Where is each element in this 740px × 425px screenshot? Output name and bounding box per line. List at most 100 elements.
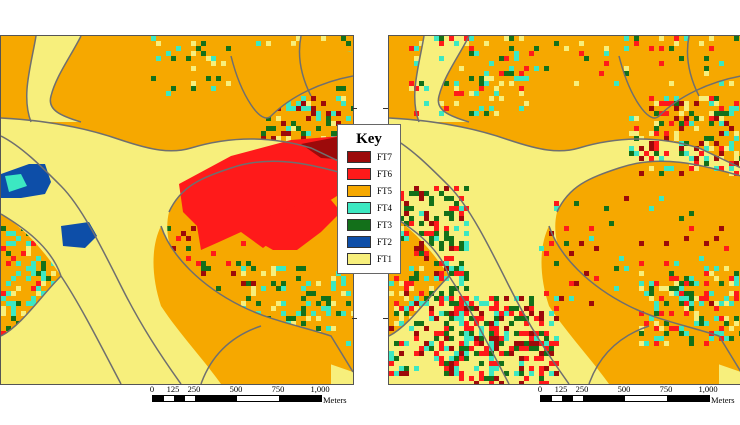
map-cell [424,301,429,306]
map-cell [509,346,514,351]
map-cell [276,286,281,291]
map-cell [534,66,539,71]
map-cell [539,371,544,376]
map-cell [479,81,484,86]
map-cell [341,96,346,101]
map-cell [499,361,504,366]
map-cell [434,336,439,341]
map-cell [579,51,584,56]
map-cell [414,46,419,51]
map-cell [714,96,719,101]
map-cell [634,36,639,41]
map-cell [714,111,719,116]
map-cell [444,351,449,356]
map-cell [454,271,459,276]
map-cell [191,81,196,86]
map-cell [709,271,714,276]
map-cell [439,231,444,236]
map-cell [191,226,196,231]
map-cell [519,296,524,301]
map-cell [316,111,321,116]
map-cell [664,96,669,101]
map-cell [186,256,191,261]
map-cell [624,66,629,71]
map-cell [414,366,419,371]
map-cell [714,156,719,161]
map-cell [489,381,494,384]
map-cell [459,41,464,46]
map-cell [346,341,351,346]
map-cell [454,81,459,86]
map-cell [494,376,499,381]
map-cell [191,51,196,56]
map-cell [424,231,429,236]
map-cell [479,331,484,336]
map-cell [464,241,469,246]
map-cell [454,371,459,376]
left-map-panel [0,35,354,385]
map-cell [41,261,46,266]
map-cell [459,311,464,316]
map-cell [454,91,459,96]
scale-bar-graphic [152,395,322,402]
map-cell [709,146,714,151]
map-cell [211,56,216,61]
map-cell [286,101,291,106]
map-cell [589,236,594,241]
map-cell [494,326,499,331]
map-cell [524,306,529,311]
map-cell [729,81,734,86]
map-cell [286,316,291,321]
map-cell [504,71,509,76]
map-cell [444,211,449,216]
map-cell [464,361,469,366]
map-cell [311,106,316,111]
map-cell [444,346,449,351]
map-cell [399,351,404,356]
map-cell [694,161,699,166]
map-cell [519,36,524,41]
map-cell [649,96,654,101]
map-cell [11,311,16,316]
right-axis-tick [383,108,388,109]
map-cell [331,281,336,286]
map-cell [276,136,281,141]
map-cell [684,306,689,311]
map-cell [684,311,689,316]
map-cell [409,281,414,286]
map-cell [196,46,201,51]
map-cell [389,291,394,296]
map-cell [181,231,186,236]
map-cell [474,341,479,346]
map-cell [664,331,669,336]
map-cell [409,221,414,226]
map-cell [704,71,709,76]
map-cell [649,281,654,286]
map-cell [464,356,469,361]
map-cell [419,351,424,356]
map-cell [679,291,684,296]
map-cell [399,316,404,321]
map-cell [276,116,281,121]
map-cell [519,91,524,96]
map-cell [449,286,454,291]
map-cell [6,241,11,246]
map-cell [459,241,464,246]
map-cell [439,356,444,361]
map-cell [534,316,539,321]
map-cell [504,336,509,341]
map-cell [514,346,519,351]
map-cell [41,291,46,296]
map-cell [689,156,694,161]
map-cell [429,231,434,236]
map-cell [326,116,331,121]
map-cell [479,361,484,366]
map-cell [429,316,434,321]
map-cell [281,301,286,306]
map-cell [409,286,414,291]
map-cell [281,121,286,126]
map-cell [464,271,469,276]
map-cell [674,106,679,111]
map-cell [469,91,474,96]
map-cell [301,296,306,301]
